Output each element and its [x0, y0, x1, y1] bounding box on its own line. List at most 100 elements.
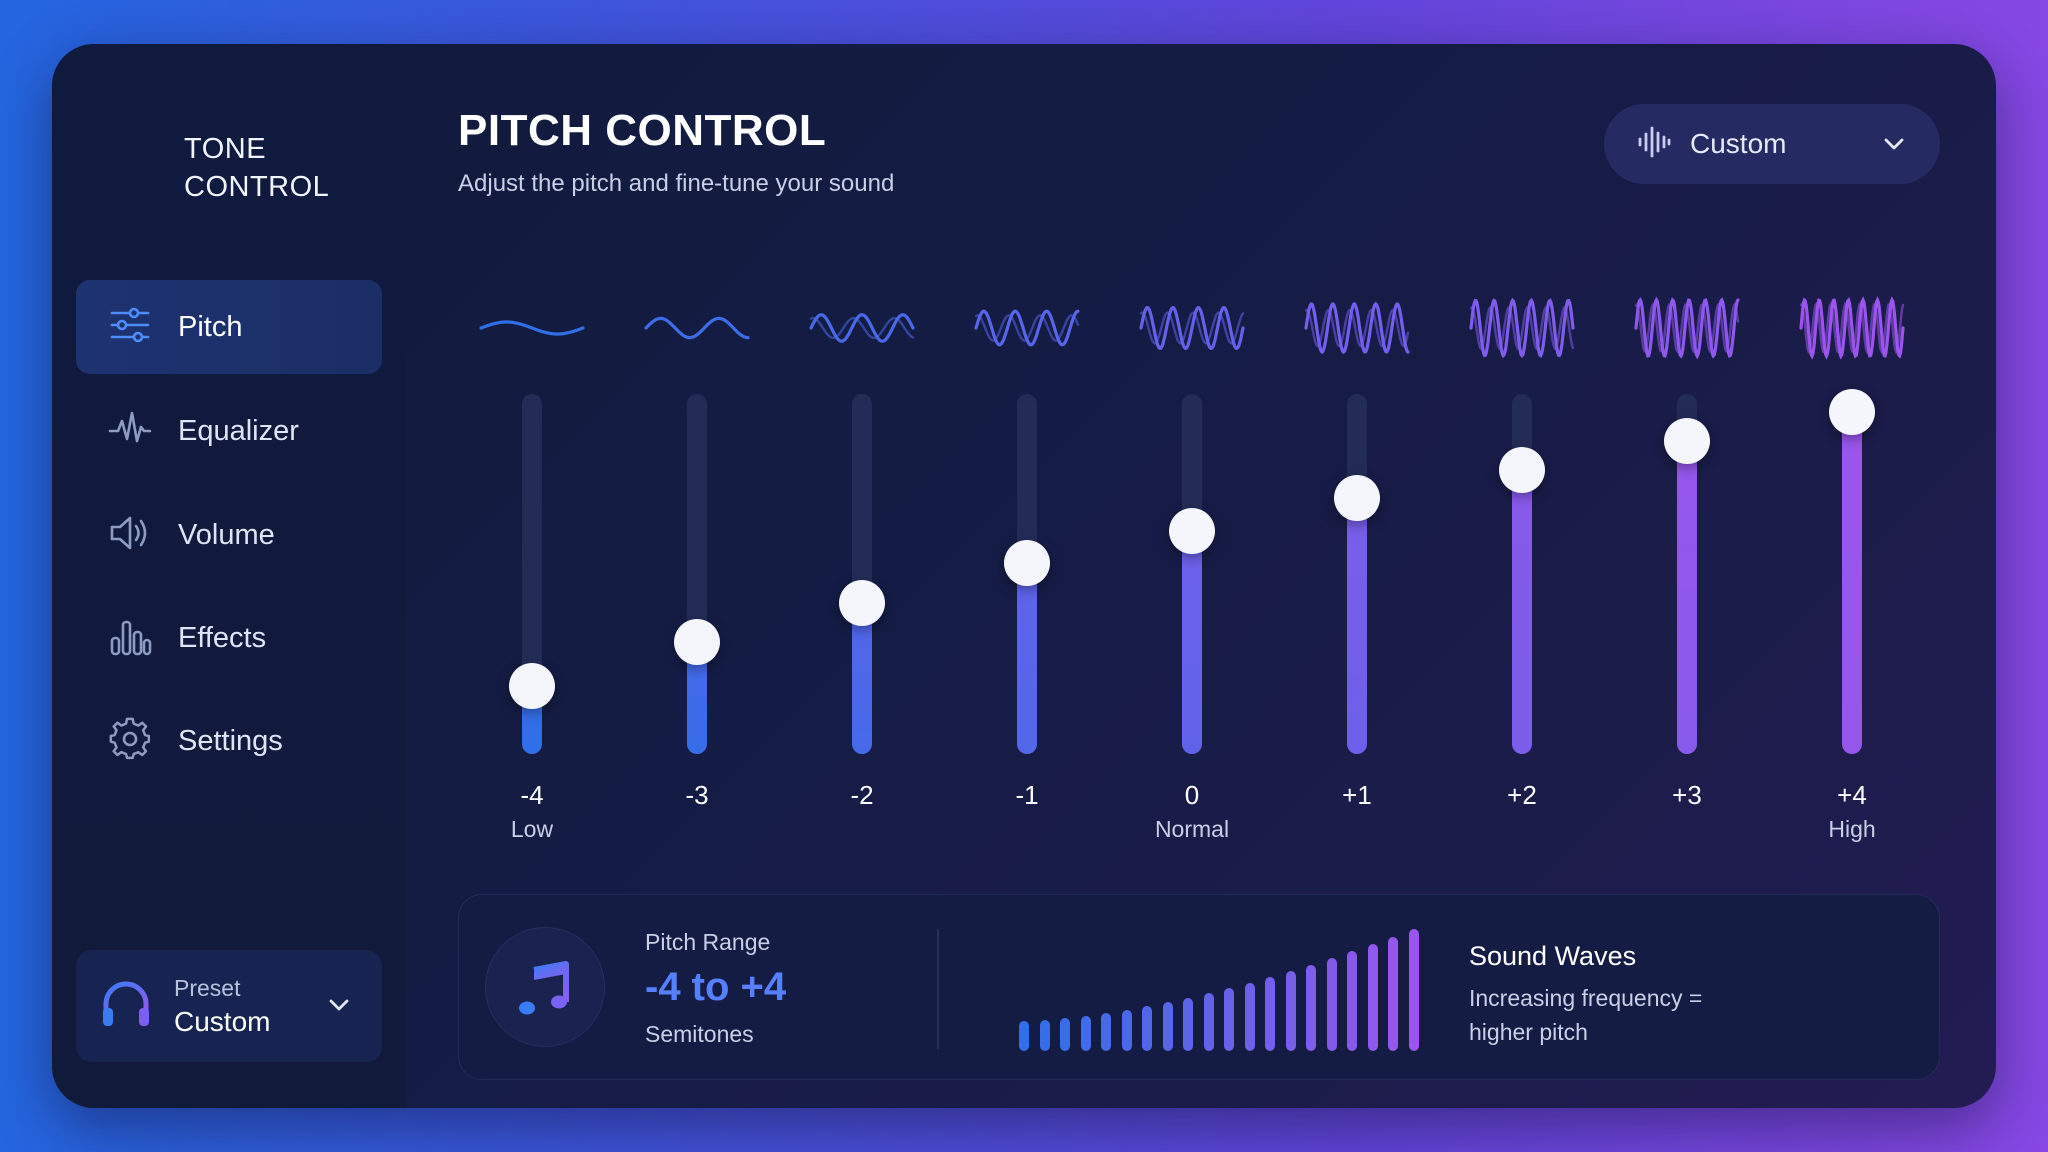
pitch-slider[interactable]: -4 Low	[467, 44, 597, 904]
music-note-badge	[485, 927, 605, 1047]
slider-fill	[1842, 412, 1862, 754]
frequency-bar	[1306, 965, 1316, 1051]
page-title: PITCH CONTROL	[458, 106, 827, 155]
frequency-bar	[1183, 998, 1193, 1051]
pitch-slider[interactable]: +3	[1622, 44, 1752, 904]
waveform-icon	[479, 320, 585, 336]
pitch-slider[interactable]: -1	[962, 44, 1092, 904]
waveform-icon	[1139, 306, 1245, 350]
slider-fill	[1182, 531, 1202, 754]
frequency-bar	[1347, 951, 1357, 1051]
frequency-bar	[1244, 983, 1255, 1051]
sidebar-item-label: Volume	[178, 518, 275, 551]
frequency-bar	[1101, 1013, 1111, 1051]
slider-fill	[852, 603, 872, 754]
sidebar-item-volume[interactable]: Volume	[76, 488, 382, 582]
pitch-slider[interactable]: 0 Normal	[1127, 44, 1257, 904]
slider-caption: High	[1828, 816, 1876, 842]
slider-thumb[interactable]	[839, 580, 885, 626]
brand-name: TONE CONTROL	[184, 130, 329, 206]
frequency-bar	[1265, 977, 1275, 1051]
slider-thumb[interactable]	[1169, 508, 1215, 554]
pitch-slider[interactable]: -2	[797, 44, 927, 904]
sound-waves-title: Sound Waves	[1469, 941, 1637, 971]
chevron-down-icon	[324, 990, 354, 1020]
sliders-icon	[108, 303, 152, 352]
brand-line-2: CONTROL	[184, 171, 330, 203]
slider-value: -4	[520, 780, 544, 810]
preset-dropdown[interactable]: Custom	[1604, 104, 1940, 184]
preset-value: Custom	[174, 1005, 271, 1037]
brand-line-1: TONE	[184, 133, 267, 165]
slider-value: -2	[850, 780, 874, 810]
sidebar-item-settings[interactable]: Settings	[76, 694, 382, 788]
pitch-slider[interactable]: +2	[1457, 44, 1587, 904]
frequency-bar	[1080, 1016, 1091, 1051]
slider-fill	[1512, 470, 1532, 754]
pitch-range-caption: Pitch Range	[645, 929, 771, 955]
slider-thumb[interactable]	[1829, 389, 1875, 435]
slider-value: +3	[1672, 780, 1702, 810]
frequency-bar	[1060, 1018, 1070, 1051]
slider-thumb[interactable]	[1004, 540, 1050, 586]
pitch-slider[interactable]: +1	[1292, 44, 1422, 904]
frequency-bar	[1408, 929, 1419, 1051]
preset-caption: Preset	[174, 974, 241, 1001]
sidebar-item-effects[interactable]: Effects	[76, 591, 382, 685]
slider-value: +2	[1507, 780, 1537, 810]
pitch-slider[interactable]: -3	[632, 44, 762, 904]
slider-value: +1	[1342, 780, 1372, 810]
slider-caption: Low	[510, 816, 554, 842]
slider-value: +4	[1837, 780, 1867, 810]
slider-value: 0	[1184, 780, 1200, 810]
waveform-logo-icon	[102, 131, 164, 206]
waveform-icon	[1799, 296, 1905, 360]
slider-thumb[interactable]	[1664, 418, 1710, 464]
sidebar-item-label: Effects	[178, 621, 267, 654]
speaker-icon	[108, 511, 152, 560]
sidebar-item-equalizer[interactable]: Equalizer	[76, 384, 382, 478]
slider-fill	[1347, 498, 1367, 754]
pulse-icon	[108, 407, 152, 456]
slider-thumb[interactable]	[674, 619, 720, 665]
info-panel: Pitch Range -4 to +4 Semitones Sound Wav…	[458, 894, 1940, 1080]
slider-track[interactable]	[1677, 394, 1697, 754]
slider-caption: Normal	[1154, 816, 1230, 842]
slider-thumb[interactable]	[1499, 447, 1545, 493]
frequency-bar	[1019, 1021, 1029, 1051]
slider-track[interactable]	[1182, 394, 1202, 754]
slider-value: -3	[685, 780, 709, 810]
waveform-icon	[1469, 297, 1575, 359]
frequency-bar	[1285, 971, 1296, 1051]
waveform-icon	[974, 309, 1080, 347]
headphones-icon	[98, 976, 154, 1037]
sidebar-item-label: Pitch	[178, 310, 243, 343]
frequency-bar	[1203, 993, 1214, 1051]
sidebar-item-pitch[interactable]: Pitch	[76, 280, 382, 374]
frequency-bar	[1142, 1006, 1152, 1051]
divider	[937, 929, 939, 1049]
page-subtitle: Adjust the pitch and fine-tune your soun…	[458, 170, 895, 197]
slider-track[interactable]	[687, 394, 707, 754]
frequency-bar	[1388, 937, 1398, 1051]
slider-fill	[687, 642, 707, 754]
slider-value: -1	[1015, 780, 1039, 810]
pitch-slider[interactable]: +4 High	[1787, 44, 1917, 904]
slider-track[interactable]	[1842, 394, 1862, 754]
slider-track[interactable]	[852, 394, 872, 754]
frequency-bar	[1367, 944, 1378, 1051]
bar-chart-icon	[108, 614, 152, 663]
sound-waves-description: Increasing frequency = higher pitch	[1469, 985, 1703, 1045]
slider-track[interactable]	[1347, 394, 1367, 754]
audio-wave-icon	[1634, 122, 1674, 167]
sidebar-item-label: Equalizer	[178, 414, 299, 447]
slider-thumb[interactable]	[509, 663, 555, 709]
gear-icon	[108, 717, 152, 766]
waveform-icon	[809, 313, 915, 343]
frequency-bar	[1121, 1010, 1132, 1051]
slider-thumb[interactable]	[1334, 475, 1380, 521]
sidebar: TONE CONTROL Pitch Equalizer	[52, 44, 405, 1108]
frequency-bars	[1019, 925, 1419, 1051]
preset-selector[interactable]: Preset Custom	[76, 950, 382, 1062]
waveform-icon	[644, 316, 750, 340]
